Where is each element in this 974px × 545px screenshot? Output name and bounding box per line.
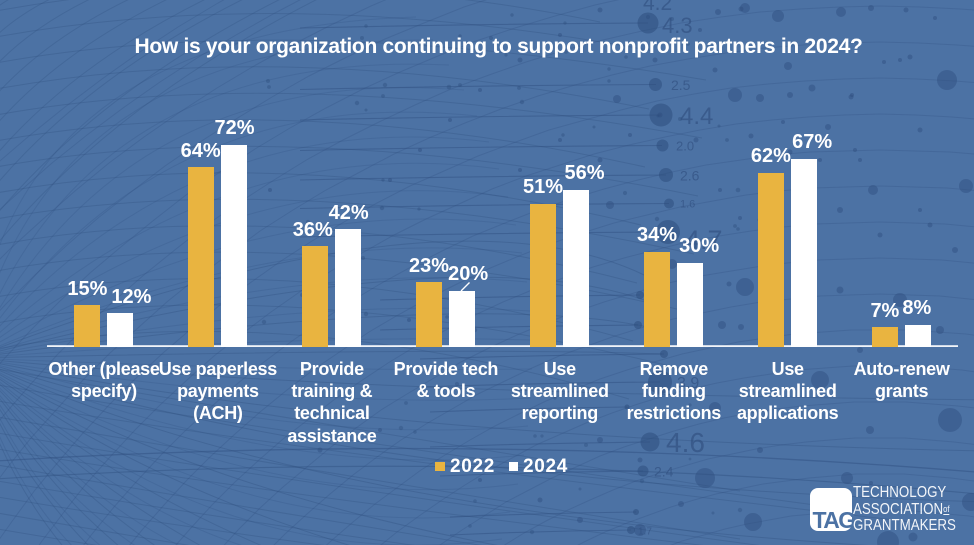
svg-text:2.4: 2.4 — [654, 464, 674, 480]
svg-text:2.6: 2.6 — [680, 168, 700, 184]
svg-text:4.4: 4.4 — [680, 103, 713, 130]
svg-text:1.6: 1.6 — [680, 199, 695, 211]
svg-text:2.5: 2.5 — [671, 77, 691, 93]
svg-text:1.7: 1.7 — [638, 527, 652, 538]
svg-text:3.9: 3.9 — [677, 375, 699, 392]
svg-text:2.0: 2.0 — [676, 139, 694, 154]
svg-text:4.3: 4.3 — [662, 13, 693, 38]
svg-text:4.7: 4.7 — [685, 225, 723, 255]
svg-text:4.2: 4.2 — [643, 0, 672, 15]
svg-text:4.6: 4.6 — [666, 427, 705, 458]
